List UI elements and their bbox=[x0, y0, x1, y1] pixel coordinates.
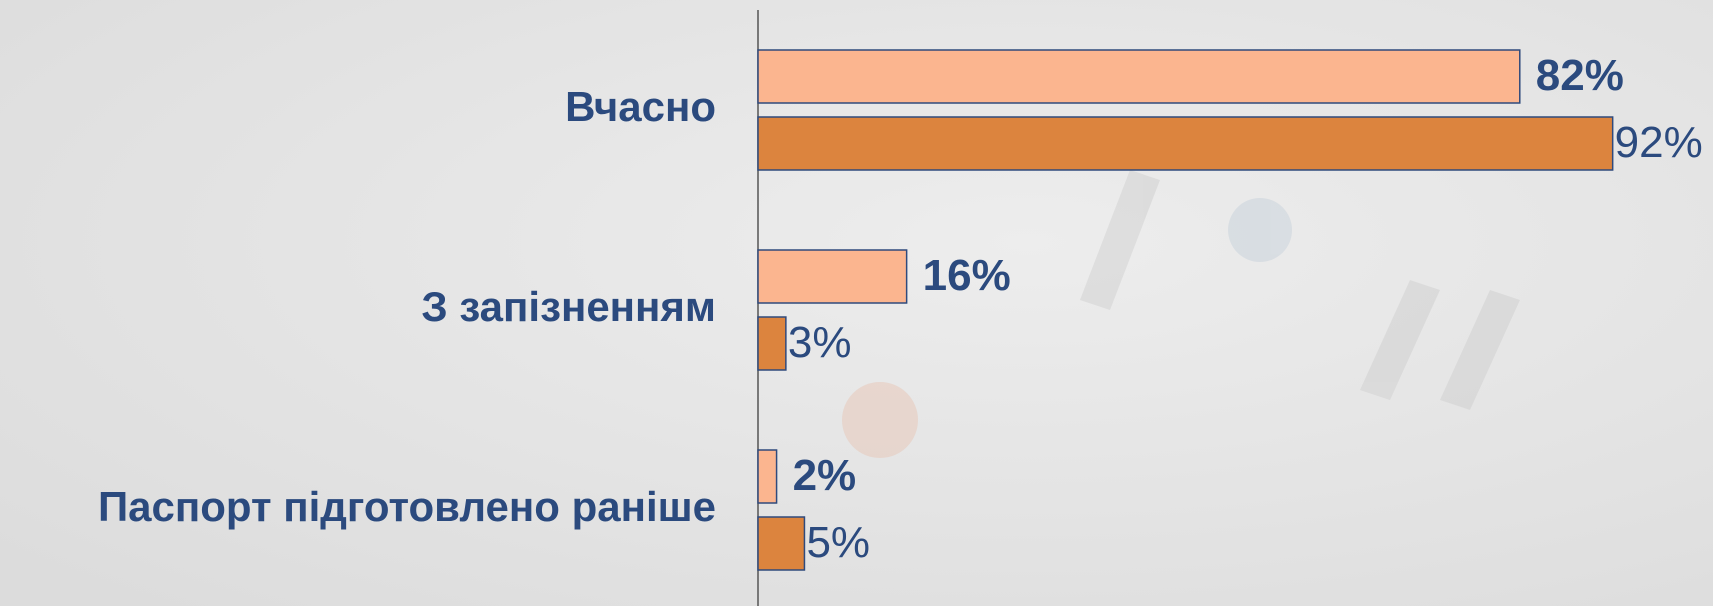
category-label: Паспорт підготовлено раніше bbox=[98, 483, 716, 530]
data-label: 2% bbox=[793, 451, 857, 500]
bar bbox=[757, 316, 787, 371]
data-label: 3% bbox=[788, 318, 852, 367]
bar bbox=[757, 516, 806, 571]
category-label: З запізненням bbox=[421, 283, 716, 330]
bar bbox=[757, 49, 1521, 104]
category-label: Вчасно bbox=[565, 83, 716, 130]
bar bbox=[757, 116, 1614, 171]
data-label: 16% bbox=[923, 251, 1011, 300]
data-label: 5% bbox=[806, 518, 870, 567]
background-decoration bbox=[842, 170, 1520, 458]
bar bbox=[757, 449, 778, 504]
bar bbox=[757, 249, 908, 304]
data-label: 92% bbox=[1615, 118, 1703, 167]
data-label: 82% bbox=[1536, 51, 1624, 100]
